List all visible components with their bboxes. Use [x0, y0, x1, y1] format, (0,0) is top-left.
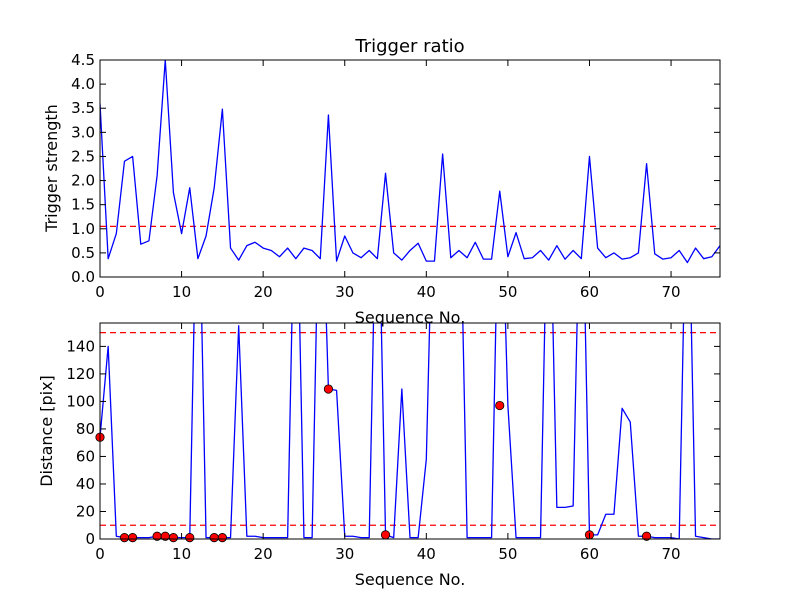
y-tick-label: 120 [66, 365, 95, 383]
data-point [217, 533, 227, 543]
y-tick-label: 0.0 [71, 268, 95, 286]
x-tick-label: 70 [662, 283, 681, 301]
y-tick-label: 3.0 [71, 123, 95, 141]
trigger-ratio-plot: Trigger ratio Sequence No. Trigger stren… [42, 36, 721, 327]
y-tick-label: 80 [76, 420, 95, 438]
y-tick-label: 40 [76, 475, 95, 493]
x-axis-label: Sequence No. [355, 308, 466, 327]
plot-frame [99, 322, 721, 540]
y-tick-label: 4.5 [71, 51, 95, 69]
x-tick-label: 30 [335, 283, 354, 301]
x-tick-label: 70 [662, 545, 681, 563]
plot-area [100, 60, 720, 264]
y-tick-label: 100 [66, 392, 95, 410]
y-tick-label: 4.0 [71, 75, 95, 93]
y-tick-label: 3.5 [71, 99, 95, 117]
x-tick-label: 50 [498, 283, 517, 301]
y-tick-label: 140 [66, 337, 95, 355]
distance-plot: Sequence No. Distance [pix] 0 10 20 30 40 50 6… [37, 322, 721, 589]
series-line [100, 60, 720, 264]
data-point [168, 533, 179, 543]
x-tick-label: 60 [580, 283, 599, 301]
y-tick-label: 20 [76, 502, 95, 520]
chart-title: Trigger ratio [354, 36, 464, 57]
data-point [380, 530, 391, 540]
data-point [495, 400, 505, 411]
data-point [185, 533, 195, 543]
y-tick-label: 60 [76, 447, 95, 465]
series-line [100, 323, 720, 539]
x-tick-label: 50 [498, 545, 517, 563]
data-point [323, 384, 334, 394]
x-axis-label: Sequence No. [355, 570, 466, 589]
data-point [119, 533, 130, 543]
x-tick-label: 20 [254, 545, 273, 563]
x-tick-label: 20 [254, 283, 273, 301]
data-point [209, 533, 219, 543]
y-tick-label: 0.5 [71, 244, 95, 262]
data-point [641, 531, 652, 541]
x-tick-label: 10 [172, 283, 191, 301]
y-tick-label: 2.5 [71, 147, 95, 165]
x-tick-label: 40 [417, 545, 436, 563]
x-tick-label: 10 [172, 545, 191, 563]
x-tick-label: 30 [335, 545, 354, 563]
plot-area [100, 323, 720, 539]
y-tick-label: 1.5 [71, 196, 95, 214]
x-tick-label: 60 [580, 545, 599, 563]
y-tick-label: 1.0 [71, 220, 95, 238]
x-tick-label: 40 [417, 283, 436, 301]
y-tick-label: 2.0 [71, 172, 95, 190]
y-axis-label: Distance [pix] [37, 375, 56, 487]
plot-frame [99, 59, 721, 278]
y-tick-label: 0 [85, 530, 95, 548]
data-point [128, 533, 138, 543]
x-tick-label: 0 [95, 283, 105, 301]
x-tick-label: 0 [95, 545, 105, 563]
y-axis-label: Trigger strength [42, 104, 61, 233]
